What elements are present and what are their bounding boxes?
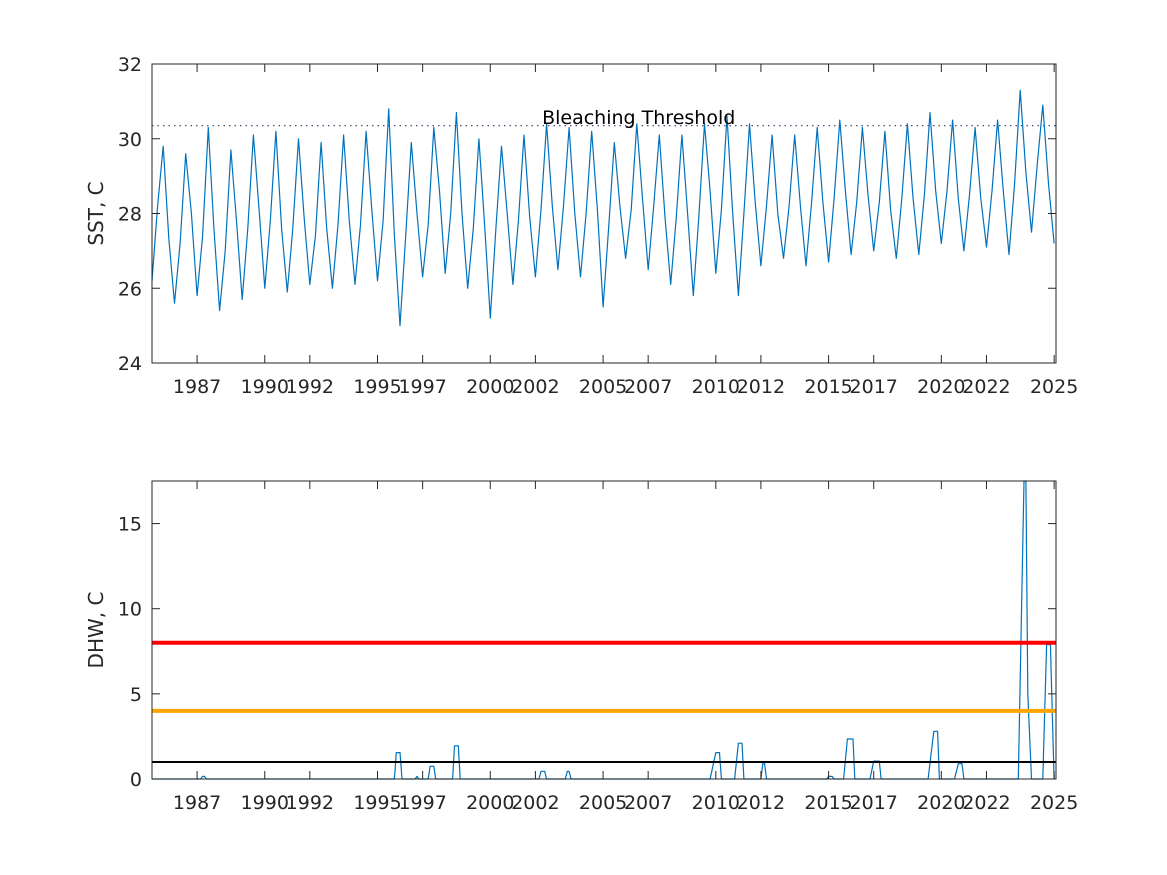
sst-series-group [151,89,1055,327]
sst-series-line [151,89,1055,327]
sst-xtick-label: 1995 [353,376,401,398]
sst-ytick-label: 28 [118,204,142,226]
dhw-y-ticks: 0 5 10 15 [118,514,1056,791]
sst-y-ticks: 24 26 28 30 32 [118,54,1056,375]
dhw-xtick-label: 2010 [692,792,740,814]
sst-xtick-label: 2020 [917,376,965,398]
dhw-ytick-label: 10 [118,599,142,621]
dhw-xtick-label: 1997 [398,792,446,814]
dhw-xtick-label: 2002 [511,792,559,814]
sst-xtick-label: 2000 [466,376,514,398]
sst-plot-area [152,64,1056,363]
dhw-plot-area [152,481,1056,779]
sst-xtick-label: 1992 [286,376,334,398]
dhw-xtick-label: 2017 [850,792,898,814]
dhw-ytick-label: 15 [118,514,142,536]
dhw-xtick-label: 1990 [241,792,289,814]
dhw-xtick-label: 1992 [286,792,334,814]
dhw-xtick-label: 2015 [804,792,852,814]
sst-xtick-label: 2022 [962,376,1010,398]
dhw-y-axis-label: DHW, C [84,592,108,669]
dhw-xtick-label: 2022 [962,792,1010,814]
dhw-xtick-label: 2000 [466,792,514,814]
sst-xtick-label: 2010 [692,376,740,398]
sst-xtick-label: 2005 [579,376,627,398]
sst-xtick-label: 1987 [173,376,221,398]
dhw-xtick-label: 2025 [1030,792,1078,814]
dhw-xtick-label: 2007 [624,792,672,814]
sst-ytick-label: 24 [118,353,142,375]
dhw-xtick-label: 2012 [737,792,785,814]
dhw-reference-lines [152,640,1056,763]
dhw-axes-box [151,480,1057,780]
sst-xtick-label: 2007 [624,376,672,398]
sst-xtick-label: 2002 [511,376,559,398]
dhw-xtick-label: 2020 [917,792,965,814]
dhw-ytick-label: 5 [130,684,142,706]
sst-threshold-annotation: Bleaching Threshold [542,107,735,129]
sst-xtick-label: 2017 [850,376,898,398]
sst-y-axis-label: SST, C [84,181,108,245]
sst-xtick-label: 1997 [398,376,446,398]
sst-ytick-label: 26 [118,278,142,300]
dhw-xtick-label: 1987 [173,792,221,814]
sst-ytick-label: 30 [118,129,142,151]
sst-xtick-label: 2025 [1030,376,1078,398]
sst-xtick-label: 1990 [241,376,289,398]
dhw-ytick-label: 0 [130,769,142,791]
dhw-xtick-label: 2005 [579,792,627,814]
sst-xtick-label: 2015 [804,376,852,398]
sst-ytick-label: 32 [118,54,142,76]
sst-xtick-label: 2012 [737,376,785,398]
dhw-xtick-label: 1995 [353,792,401,814]
